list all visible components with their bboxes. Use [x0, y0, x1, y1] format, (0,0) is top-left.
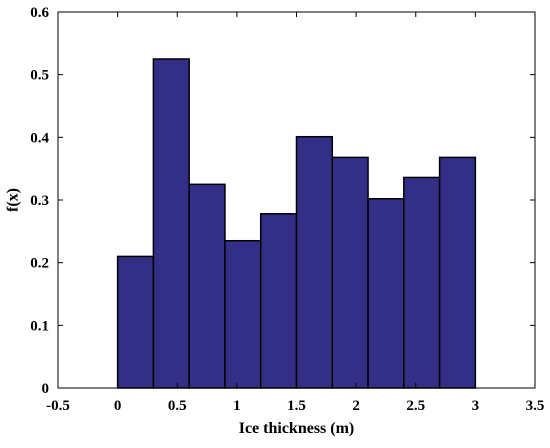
histogram-bar — [259, 213, 298, 389]
x-tick-label: 2.5 — [406, 398, 425, 414]
y-tick-label: 0.2 — [30, 256, 49, 272]
y-tick-label: 0.5 — [30, 68, 49, 84]
histogram-bar — [438, 156, 477, 389]
y-tick-label: 0.1 — [30, 318, 49, 334]
x-tick-label: 3.5 — [526, 398, 545, 414]
y-tick-label: 0.3 — [30, 193, 49, 209]
histogram-bar — [224, 239, 262, 389]
y-tick-label: 0.4 — [30, 130, 49, 146]
histogram-bar — [367, 197, 405, 389]
histogram-bar — [403, 176, 441, 389]
histogram-bar — [116, 255, 155, 389]
histogram-bar — [331, 156, 369, 389]
x-tick-label: 1 — [233, 398, 241, 414]
histogram-bar — [188, 183, 226, 389]
histogram-bar — [295, 135, 334, 389]
x-tick-label: 0 — [114, 398, 122, 414]
x-axis-title: Ice thickness (m) — [239, 420, 355, 437]
y-axis-title: f(x) — [5, 188, 22, 212]
y-axis: 0 0.1 0.2 0.3 0.4 0.5 0.6 — [30, 5, 535, 397]
x-tick-label: 2 — [352, 398, 360, 414]
x-axis: -0.5 0 0.5 1 1.5 2 2.5 3 3.5 — [46, 12, 544, 414]
histogram-bar — [152, 58, 190, 389]
y-tick-label: 0 — [42, 381, 50, 397]
histogram-bars — [116, 58, 477, 389]
x-tick-label: 0.5 — [168, 398, 187, 414]
x-tick-label: 3 — [472, 398, 480, 414]
x-tick-label: -0.5 — [46, 398, 70, 414]
y-tick-label: 0.6 — [30, 5, 49, 21]
x-tick-label: 1.5 — [287, 398, 306, 414]
